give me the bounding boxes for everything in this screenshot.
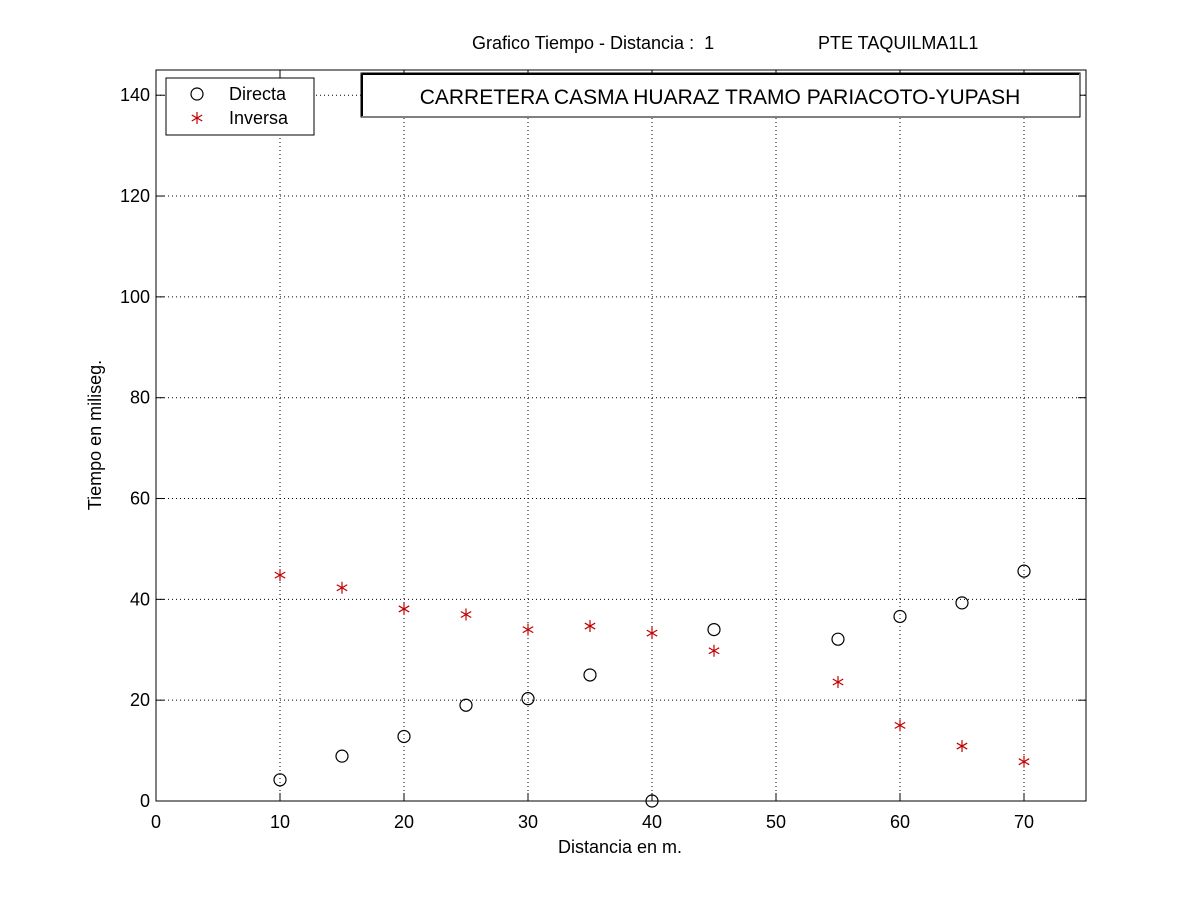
data-point-inversa xyxy=(274,569,286,582)
chart-subtitle: PTE TAQUILMA1L1 xyxy=(818,33,979,53)
annotation-text: CARRETERA CASMA HUARAZ TRAMO PARIACOTO-Y… xyxy=(420,86,1021,109)
x-tick-label: 40 xyxy=(642,812,662,832)
y-tick-label: 20 xyxy=(130,690,150,710)
y-tick-label: 40 xyxy=(130,589,150,609)
data-points xyxy=(273,564,1031,808)
legend-label-directa: Directa xyxy=(229,84,287,104)
x-axis-label: Distancia en m. xyxy=(558,837,682,857)
data-point-inversa xyxy=(1018,755,1030,768)
data-point-directa xyxy=(459,698,473,712)
data-point-directa xyxy=(273,773,287,787)
data-point-directa xyxy=(893,609,907,624)
data-point-directa xyxy=(521,692,535,706)
legend: Directa Inversa xyxy=(165,77,315,136)
x-tick-label: 50 xyxy=(766,812,786,832)
data-point-directa xyxy=(955,596,969,610)
y-axis-label: Tiempo en miliseg. xyxy=(85,360,105,510)
data-point-inversa xyxy=(708,644,720,657)
legend-label-inversa: Inversa xyxy=(229,108,289,128)
y-tick-label: 80 xyxy=(130,388,150,408)
data-point-directa xyxy=(831,632,845,646)
y-tick-label: 100 xyxy=(120,287,150,307)
legend-marker-directa xyxy=(190,87,204,101)
x-tick-label: 30 xyxy=(518,812,538,832)
plot-area xyxy=(155,69,1087,802)
y-tick-label: 120 xyxy=(120,186,150,206)
data-point-directa xyxy=(1017,564,1031,578)
data-point-inversa xyxy=(646,627,658,640)
data-point-directa xyxy=(335,749,349,763)
x-tick-label: 20 xyxy=(394,812,414,832)
legend-marker-inversa xyxy=(191,112,203,124)
y-tick-label: 60 xyxy=(130,489,150,509)
data-point-inversa xyxy=(398,602,410,615)
data-point-directa xyxy=(397,729,411,744)
data-point-inversa xyxy=(460,608,472,621)
data-point-directa xyxy=(583,668,597,682)
data-point-inversa xyxy=(832,676,844,689)
x-tick-label: 0 xyxy=(151,812,161,832)
annotation-box: CARRETERA CASMA HUARAZ TRAMO PARIACOTO-Y… xyxy=(360,72,1081,118)
data-point-inversa xyxy=(956,740,968,753)
data-point-directa xyxy=(645,794,659,808)
data-point-inversa xyxy=(336,581,348,594)
y-tick-label: 140 xyxy=(120,85,150,105)
x-tick-label: 10 xyxy=(270,812,290,832)
data-point-inversa xyxy=(584,620,596,633)
x-tick-label: 70 xyxy=(1014,812,1034,832)
chart-title: Grafico Tiempo - Distancia : 1 xyxy=(472,33,715,53)
y-tick-label: 0 xyxy=(140,791,150,811)
data-point-directa xyxy=(707,622,721,637)
x-tick-label: 60 xyxy=(890,812,910,832)
data-point-inversa xyxy=(894,719,906,732)
data-point-inversa xyxy=(522,623,534,636)
